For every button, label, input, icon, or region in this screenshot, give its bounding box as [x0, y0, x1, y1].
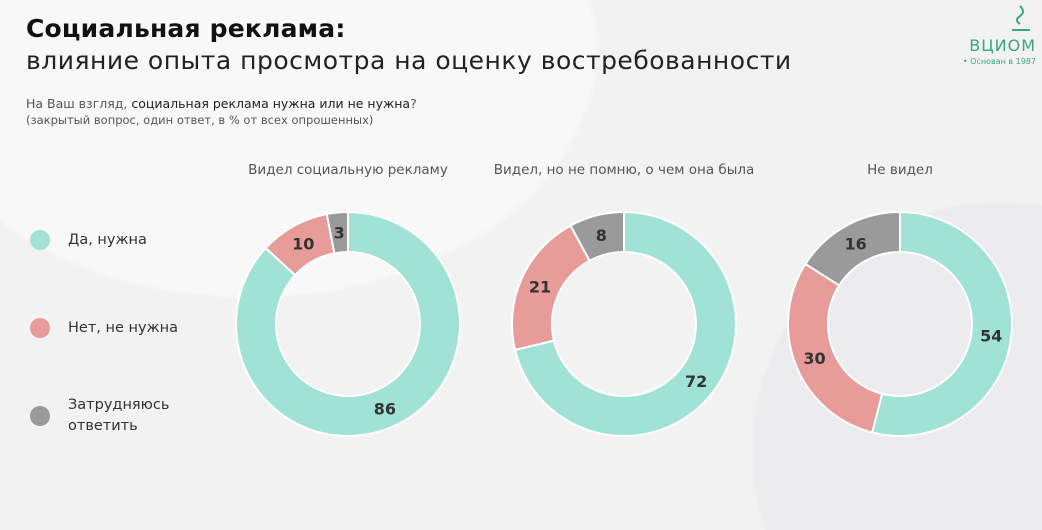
donut-2-slice-yes [513, 210, 737, 437]
page-subtitle: влияние опыта просмотра на оценку востре… [26, 46, 792, 75]
donut-1-label-yes: 86 [374, 399, 396, 418]
chart-title-1: Видел социальную рекламу [248, 162, 448, 178]
donut-3-label-hard: 16 [845, 234, 867, 253]
legend-dot-no [30, 318, 50, 338]
chart-title-3: Не видел [867, 162, 933, 178]
donut-3-slice-yes [870, 210, 1013, 437]
donut-2-label-yes: 72 [685, 372, 707, 391]
donut-2-slice-hard [569, 210, 625, 263]
legend-dot-hard [30, 406, 50, 426]
donut-3-slice-hard [804, 210, 901, 287]
donut-2-label-hard: 8 [596, 226, 607, 245]
donut-3-label-yes: 54 [980, 327, 1002, 346]
question-bold: социальная реклама нужна или не нужна [131, 96, 411, 111]
logo-subtext: • Основан в 1987 [962, 57, 1036, 66]
page-title: Социальная реклама: [26, 14, 346, 43]
chart-title-2: Видел, но не помню, о чем она была [493, 162, 755, 178]
legend-label: Нет, не нужна [68, 320, 178, 336]
question-suffix: ? [410, 96, 417, 111]
legend-dot-yes [30, 230, 50, 250]
legend-label: Да, нужна [68, 232, 147, 248]
question-prefix: На Ваш взгляд, [26, 96, 132, 111]
legend-item-hard: Затрудняюсь ответить [30, 395, 190, 437]
question-text: На Ваш взгляд, социальная реклама нужна … [26, 96, 417, 111]
question-note: (закрытый вопрос, один ответ, в % от все… [26, 113, 374, 127]
donut-1-label-hard: 3 [334, 223, 345, 242]
donut-3-slice-no [787, 262, 884, 434]
donut-2-label-no: 21 [529, 277, 551, 296]
logo-text: ВЦИОМ [969, 36, 1036, 55]
donut-3-label-no: 30 [803, 349, 825, 368]
donut-1-label-no: 10 [292, 235, 314, 254]
donut-1-slice-hard [325, 210, 349, 255]
logo-icon [1012, 5, 1030, 31]
legend-label: Затрудняюсь ответить [68, 397, 170, 434]
legend-item-no: Нет, не нужна [30, 318, 178, 338]
donut-1-slice-yes [235, 210, 461, 437]
legend-item-yes: Да, нужна [30, 230, 147, 250]
